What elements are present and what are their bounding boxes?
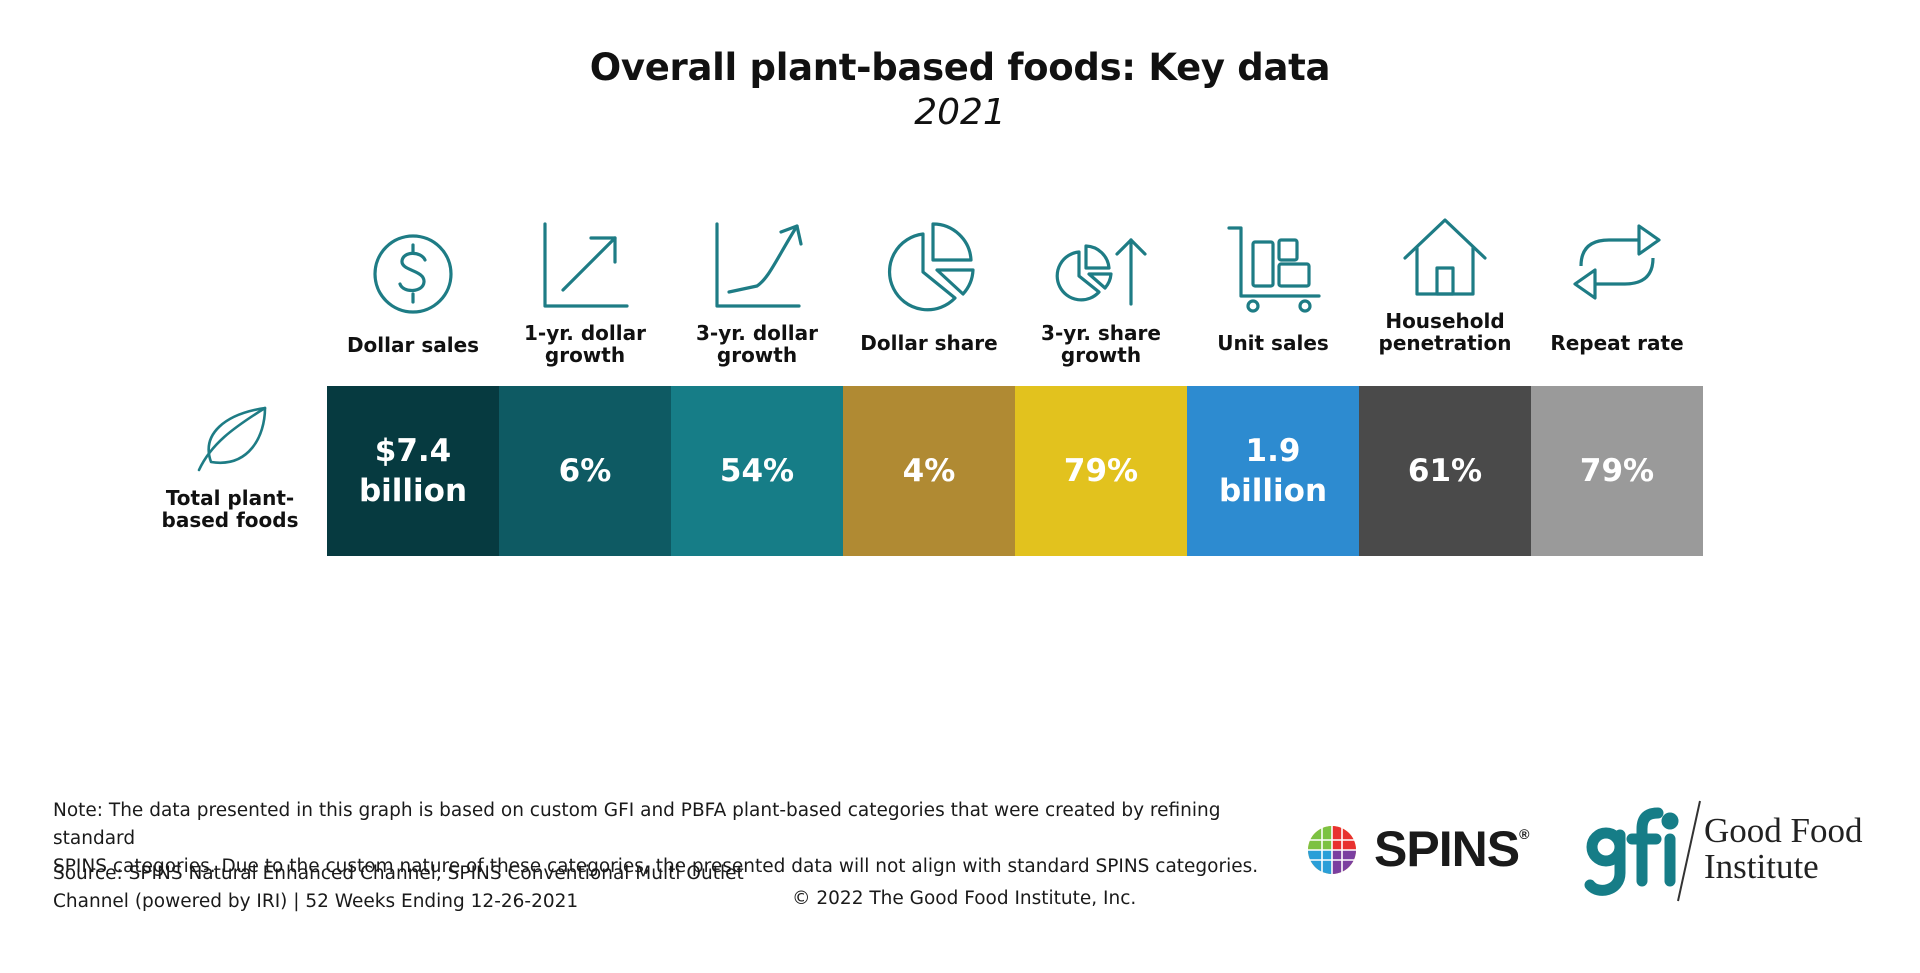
col-head-dollar-sales: Dollar sales xyxy=(327,218,499,368)
gfi-mark-icon xyxy=(1584,807,1679,896)
repeat-arrows-icon xyxy=(1573,224,1661,300)
col-label: Repeat rate xyxy=(1550,331,1684,355)
copyright: © 2022 The Good Food Institute, Inc. xyxy=(792,888,1137,909)
col-label: Dollar share xyxy=(860,331,998,355)
cell-3yr-share-growth: 79% xyxy=(1015,386,1187,556)
col-head-household-penetration: Household penetration xyxy=(1359,218,1531,368)
col-label: Unit sales xyxy=(1217,331,1329,355)
pie-up-arrow-icon xyxy=(1055,238,1147,306)
cell-unit-sales: 1.9 billion xyxy=(1187,386,1359,556)
spins-logo: SPINS® xyxy=(1302,818,1542,882)
col-label: Dollar sales xyxy=(346,333,480,357)
chart-title: Overall plant-based foods: Key data xyxy=(589,46,1331,89)
spins-globe-icon xyxy=(1308,826,1356,874)
cell-repeat-rate: 79% xyxy=(1531,386,1703,556)
cell-1yr-dollar-growth: 6% xyxy=(499,386,671,556)
col-head-3yr-share-growth: 3-yr. share growth xyxy=(1015,218,1187,368)
cell-household-penetration: 61% xyxy=(1359,386,1531,556)
pie-chart-icon xyxy=(887,222,975,312)
growth-arrow-icon xyxy=(543,222,629,308)
chart-subtitle: 2021 xyxy=(914,92,1006,133)
cart-boxes-icon xyxy=(1227,226,1321,313)
gfi-wordmark: Good Food Institute xyxy=(1704,811,1863,886)
footnote: Note: The data presented in this graph i… xyxy=(53,797,1293,881)
col-head-3yr-dollar-growth: 3-yr. dollar growth xyxy=(671,218,843,368)
col-head-1yr-dollar-growth: 1-yr. dollar growth xyxy=(499,218,671,368)
col-label: 3-yr. dollar growth xyxy=(696,321,818,367)
growth-curve-icon xyxy=(715,222,803,308)
col-head-repeat-rate: Repeat rate xyxy=(1531,218,1703,368)
row-label: Total plant-based foods xyxy=(161,486,299,532)
cell-dollar-sales: $7.4 billion xyxy=(327,386,499,556)
source-note: Source: SPINS Natural Enhanced Channel, … xyxy=(53,860,773,916)
col-label: 1-yr. dollar growth xyxy=(524,321,646,367)
dollar-circle-icon xyxy=(373,234,453,314)
footnote-line: Note: The data presented in this graph i… xyxy=(53,800,1221,849)
col-label: Household penetration xyxy=(1378,309,1512,355)
footnote-line: SPINS categories. Due to the custom natu… xyxy=(53,856,1259,877)
col-label: 3-yr. share growth xyxy=(1041,321,1161,367)
gfi-divider-icon xyxy=(1677,800,1701,902)
cell-dollar-share: 4% xyxy=(843,386,1015,556)
cell-3yr-dollar-growth: 54% xyxy=(671,386,843,556)
house-icon xyxy=(1403,218,1487,296)
gfi-logo: Good Food Institute xyxy=(1582,795,1882,905)
spins-wordmark: SPINS® xyxy=(1374,821,1529,877)
leaf-icon xyxy=(197,406,267,472)
source-line: Source: SPINS Natural Enhanced Channel, … xyxy=(53,863,744,884)
col-head-dollar-share: Dollar share xyxy=(843,218,1015,368)
col-head-unit-sales: Unit sales xyxy=(1187,218,1359,368)
source-line: Channel (powered by IRI) | 52 Weeks Endi… xyxy=(53,891,579,912)
